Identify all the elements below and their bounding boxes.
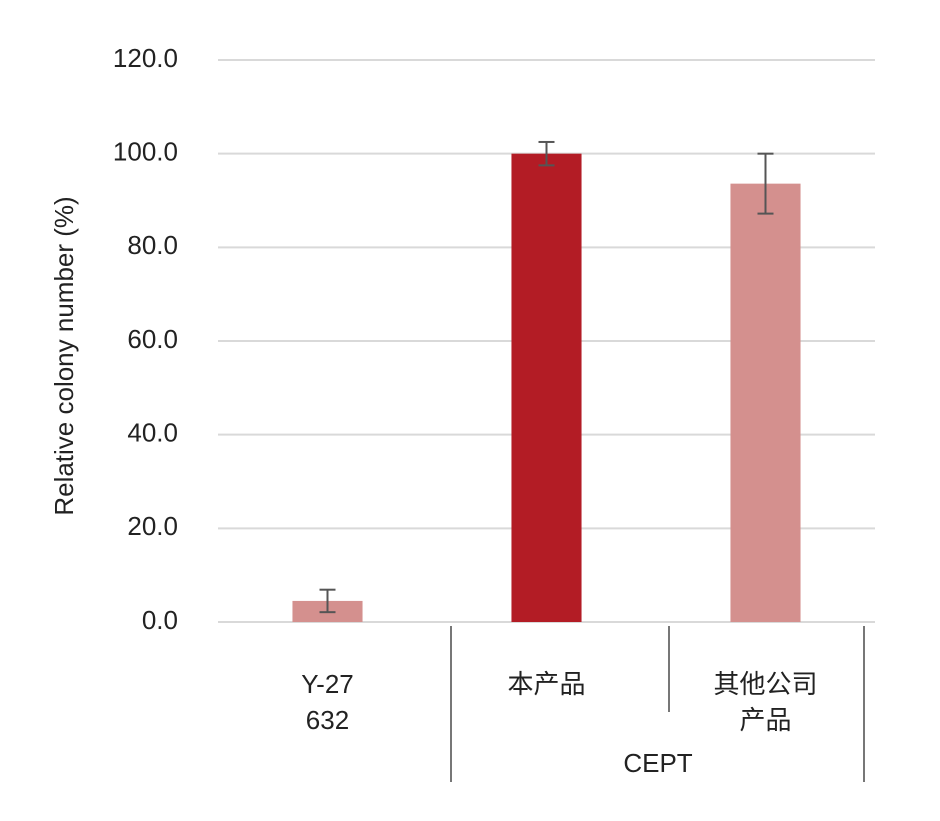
group-label: CEPT bbox=[623, 748, 692, 778]
x-tick-label-line: 产品 bbox=[739, 705, 791, 735]
y-tick-label: 0.0 bbox=[142, 605, 178, 635]
error-bar bbox=[538, 140, 555, 167]
bar bbox=[730, 183, 801, 622]
x-tick-label: Y-27 632 bbox=[301, 669, 354, 735]
y-tick-label: 60.0 bbox=[127, 324, 178, 354]
x-tick-label: 其他公司产品 bbox=[713, 669, 817, 735]
error-bar bbox=[319, 588, 336, 614]
x-tick-label: 本产品 bbox=[507, 669, 585, 699]
x-tick-label-line: 632 bbox=[306, 705, 349, 735]
y-tick-label: 80.0 bbox=[127, 230, 178, 260]
y-axis-label: Relative colony number (%) bbox=[49, 196, 79, 515]
bar bbox=[511, 153, 582, 622]
y-tick-label: 120.0 bbox=[113, 43, 178, 73]
y-tick-label: 20.0 bbox=[127, 511, 178, 541]
x-tick-label-line: 其他公司 bbox=[713, 669, 817, 699]
error-bar bbox=[757, 152, 774, 215]
y-tick-label: 100.0 bbox=[113, 137, 178, 167]
y-tick-label: 40.0 bbox=[127, 418, 178, 448]
x-tick-label-line: Y-27 bbox=[301, 669, 354, 699]
